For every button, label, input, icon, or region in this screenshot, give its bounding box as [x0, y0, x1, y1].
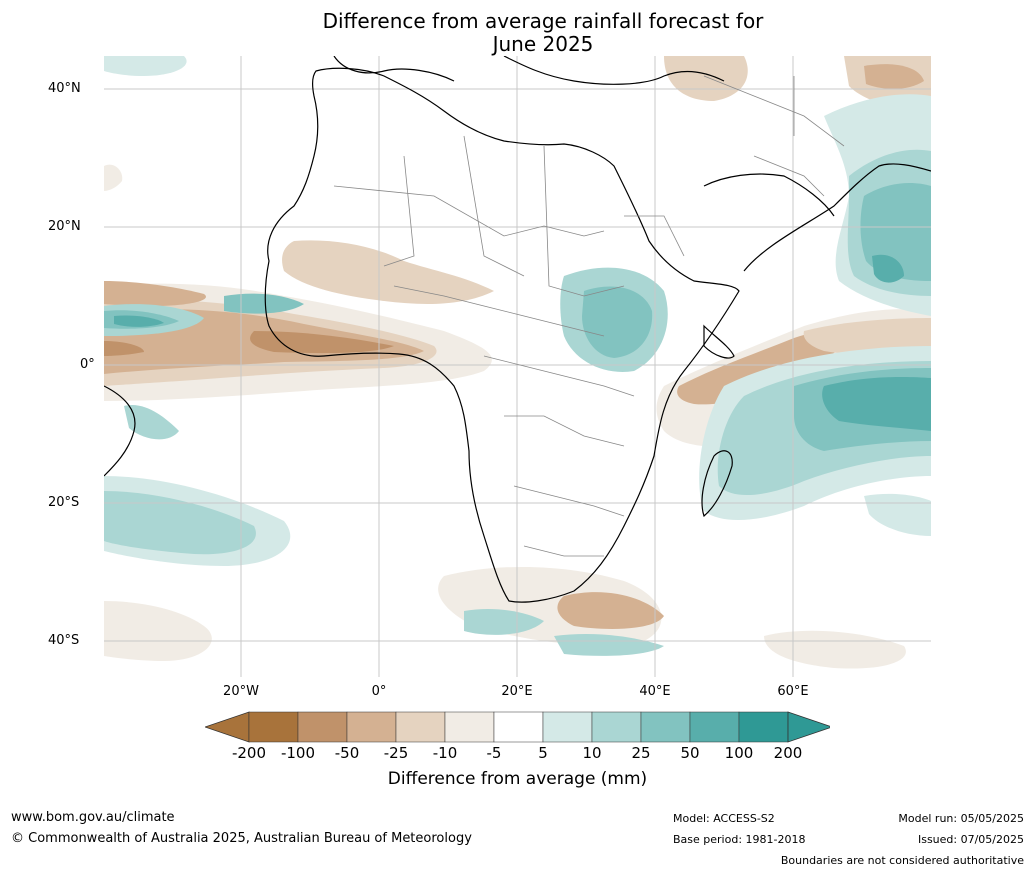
footer-disclaimer: Boundaries are not considered authoritat… [780, 854, 1024, 867]
colorbar-extend-low [205, 711, 250, 743]
colorbar-tick-label: 10 [582, 744, 602, 762]
map-graticule [104, 56, 931, 677]
colorbar-title: Difference from average (mm) [387, 769, 648, 789]
colorbar-extend-high [787, 711, 830, 743]
lat-label-0: 0° [80, 357, 95, 372]
colorbar-segment [444, 711, 495, 743]
country-borders [333, 75, 845, 557]
colorbar-segment [738, 711, 789, 743]
title-line-1: Difference from average rainfall forecas… [322, 9, 764, 33]
footer-website: www.bom.gov.au/climate [11, 810, 175, 825]
colorbar-tick-label: 25 [631, 744, 651, 762]
colorbar-segment [395, 711, 446, 743]
wet-anomaly-areas [104, 56, 931, 656]
lon-label-60e: 60°E [777, 684, 809, 699]
colorbar-segment [640, 711, 691, 743]
colorbar-tick-label: 5 [538, 744, 548, 762]
colorbar-tick-label: 200 [773, 744, 803, 762]
colorbar-tick-label: -200 [231, 744, 267, 762]
lat-label-40n: 40°N [48, 81, 81, 96]
colorbar [205, 711, 830, 743]
rainfall-map [104, 56, 931, 677]
colorbar-segment [689, 711, 740, 743]
lon-label-40e: 40°E [639, 684, 671, 699]
footer-model: Model: ACCESS-S2 [673, 812, 775, 825]
colorbar-tick-label: -10 [432, 744, 458, 762]
lon-label-0: 0° [371, 684, 387, 699]
footer-base-period: Base period: 1981-2018 [673, 833, 806, 846]
colorbar-tick-label: -50 [334, 744, 360, 762]
colorbar-segment [591, 711, 642, 743]
colorbar-segment [297, 711, 348, 743]
lon-label-20w: 20°W [223, 684, 259, 699]
title-line-2: June 2025 [492, 32, 594, 56]
footer-copyright: © Commonwealth of Australia 2025, Austra… [11, 831, 472, 846]
colorbar-tick-label: 100 [724, 744, 754, 762]
colorbar-segment [493, 711, 544, 743]
lon-label-20e: 20°E [501, 684, 533, 699]
colorbar-tick-label: 50 [680, 744, 700, 762]
colorbar-tick-label: -5 [486, 744, 502, 762]
colorbar-tick-label: -25 [383, 744, 409, 762]
lat-label-20s: 20°S [48, 495, 80, 510]
lat-label-20n: 20°N [48, 219, 81, 234]
coastlines [104, 56, 931, 603]
colorbar-segment [248, 711, 299, 743]
colorbar-tick-label: -100 [280, 744, 316, 762]
map-title: Difference from average rainfall forecas… [0, 10, 1035, 56]
lat-label-40s: 40°S [48, 633, 80, 648]
footer-model-run: Model run: 05/05/2025 [898, 812, 1024, 825]
colorbar-segment [346, 711, 397, 743]
footer-issued: Issued: 07/05/2025 [917, 833, 1024, 846]
colorbar-segment [542, 711, 593, 743]
